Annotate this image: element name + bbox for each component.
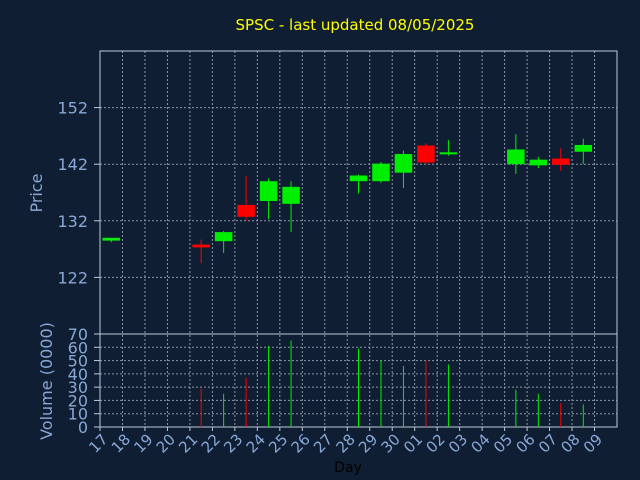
- candle-body: [102, 237, 121, 241]
- x-axis-label: Day: [334, 460, 362, 476]
- volume-tick-label: 70: [68, 325, 88, 344]
- candle-body: [349, 175, 368, 182]
- candle-body: [372, 163, 390, 182]
- candle-body: [282, 186, 300, 204]
- volume-tick-label: 50: [68, 352, 88, 371]
- candle-body: [439, 152, 458, 155]
- volume-tick-label: 60: [68, 338, 88, 357]
- candle-body: [237, 204, 255, 217]
- price-tick-label: 132: [57, 212, 88, 231]
- candle-body: [214, 232, 233, 242]
- price-axis-label: Price: [27, 173, 46, 212]
- volume-tick-label: 10: [68, 405, 88, 424]
- candle-body: [192, 244, 210, 248]
- volume-axis-label: Volume (0000): [37, 322, 56, 440]
- volume-tick-label: 20: [68, 391, 88, 410]
- candle-body: [259, 181, 278, 201]
- candle-body: [574, 144, 593, 152]
- volume-tick-label: 0: [78, 418, 88, 437]
- volume-tick-label: 30: [68, 378, 88, 397]
- candle-body: [417, 145, 435, 163]
- candle-body: [507, 149, 525, 165]
- price-tick-label: 122: [57, 268, 88, 287]
- candle-body: [529, 159, 548, 166]
- day-tick-label: 09: [580, 430, 606, 456]
- candle-body: [552, 158, 570, 165]
- price-tick-label: 142: [57, 155, 88, 174]
- price-tick-label: 152: [57, 99, 88, 118]
- volume-tick-label: 40: [68, 365, 88, 384]
- chart-title: SPSC - last updated 08/05/2025: [236, 16, 475, 34]
- candle-body: [394, 154, 413, 173]
